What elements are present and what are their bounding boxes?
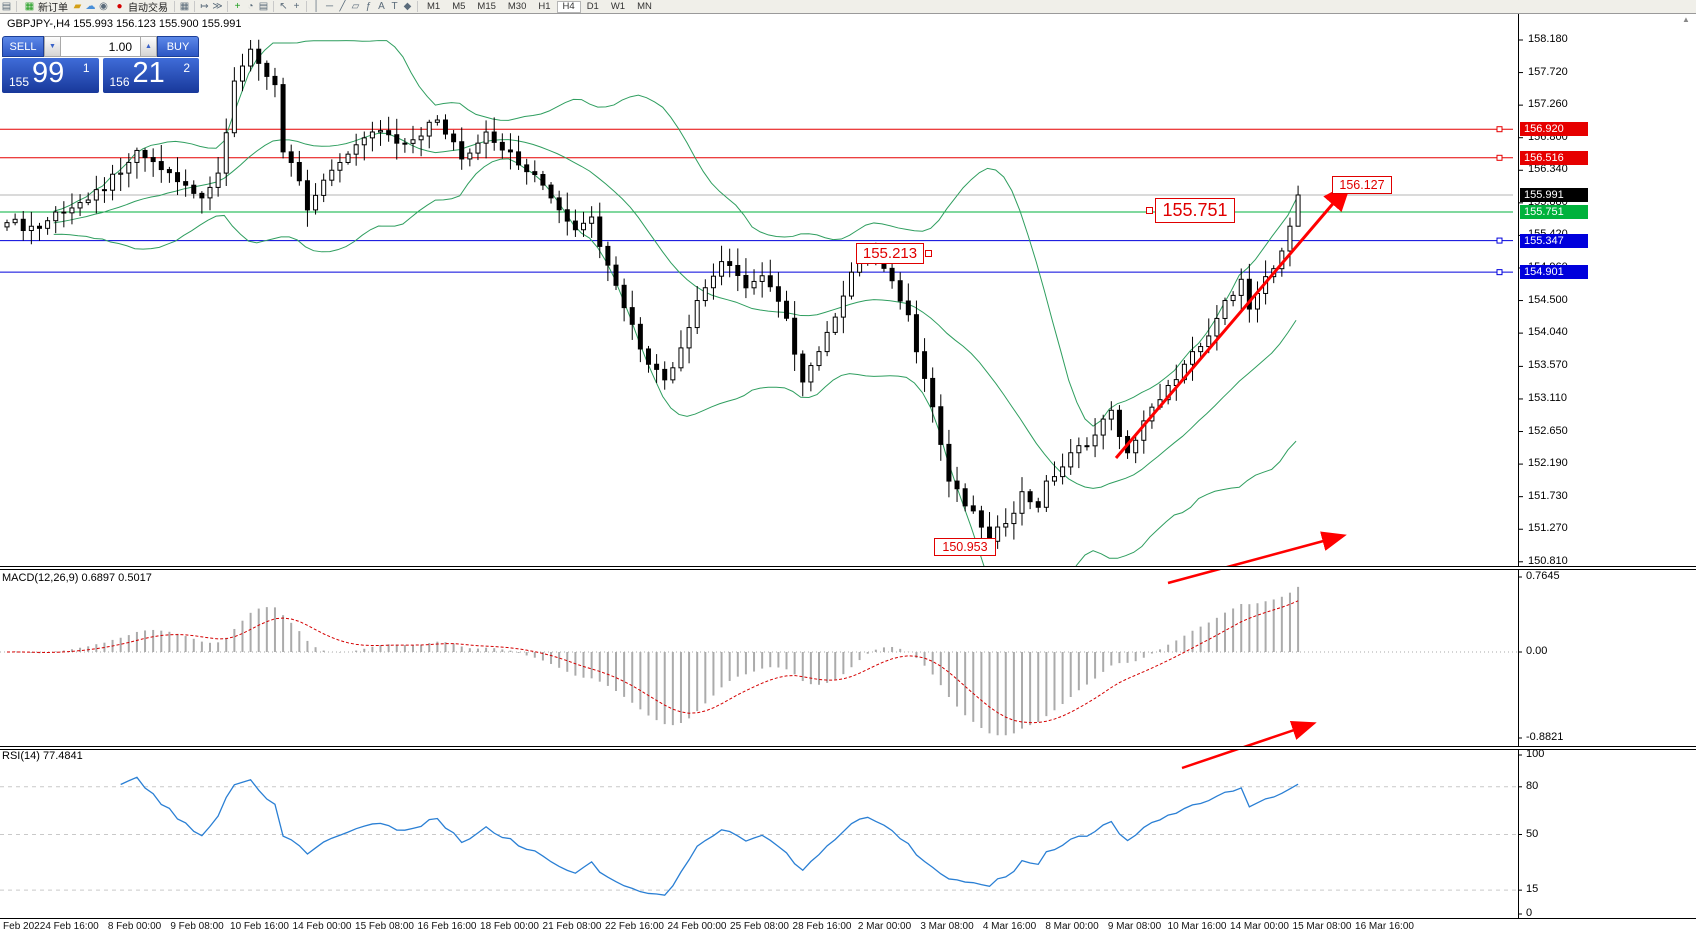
time-axis-label: 9 Mar 08:00 <box>1107 921 1162 932</box>
time-axis-label: 24 Feb 00:00 <box>667 921 727 932</box>
horizontal-line-icon[interactable]: ─ <box>325 0 334 12</box>
time-axis-label: 4 Mar 16:00 <box>982 921 1037 932</box>
time-axis-label: 8 Feb 00:00 <box>107 921 162 932</box>
volume-increase-button[interactable]: ▲ <box>140 36 157 57</box>
price-annotation[interactable]: 156.127 <box>1332 176 1392 194</box>
periods-icon[interactable]: ◔ <box>247 0 254 12</box>
sell-price-box[interactable]: 155 99 1 <box>2 57 99 93</box>
buy-price-prefix: 156 <box>109 75 130 89</box>
add-indicator-icon[interactable]: + <box>234 0 241 12</box>
buy-price-pip: 2 <box>183 61 190 75</box>
volume-decrease-button[interactable]: ▼ <box>44 36 61 57</box>
object-handle[interactable] <box>1146 206 1153 214</box>
time-axis-label: 16 Mar 16:00 <box>1355 921 1414 932</box>
sell-price-pip: 1 <box>82 61 90 75</box>
timeframe-h4[interactable]: H4 <box>556 0 581 13</box>
time-axis-label: 4 Feb 16:00 <box>45 921 99 932</box>
text-label-icon[interactable]: T <box>391 0 398 12</box>
timeframe-group: M1 M5 M15 M30 H1 H4 D1 W1 MN <box>421 0 658 13</box>
time-axis-label: 25 Feb 08:00 <box>730 921 789 932</box>
timeframe-d1[interactable]: D1 <box>581 1 605 13</box>
time-axis-label: 10 Mar 16:00 <box>1167 921 1227 932</box>
scroll-up-icon[interactable]: ▲ <box>1682 15 1690 24</box>
sell-price-prefix: 155 <box>9 75 30 89</box>
toolbar-separator <box>174 1 175 12</box>
time-axis-label: 9 Feb 08:00 <box>170 921 224 932</box>
autotrading-label: 自动交易 <box>128 3 168 14</box>
time-axis-label: 3 Mar 08:00 <box>920 921 974 932</box>
toolbar-separator <box>306 1 307 12</box>
autotrading-icon: ● <box>116 0 123 12</box>
time-axis-label: 10 Feb 16:00 <box>230 921 289 932</box>
volume-input[interactable] <box>61 36 140 57</box>
gold-icon[interactable]: ▰ <box>73 0 82 12</box>
buy-button[interactable]: BUY <box>157 36 199 57</box>
chart-shift-icon[interactable]: ↦ <box>200 0 209 12</box>
toolbar-separator <box>16 1 17 12</box>
channel-icon[interactable]: ▱ <box>351 0 360 12</box>
timeframe-w1[interactable]: W1 <box>605 1 631 13</box>
time-axis-label: 8 Mar 00:00 <box>1045 921 1099 932</box>
toolbar-separator <box>194 1 195 12</box>
new-order-label: 新订单 <box>38 3 68 14</box>
price-annotation[interactable]: 150.953 <box>934 538 996 556</box>
timeframe-m1[interactable]: M1 <box>421 1 446 13</box>
toolbar-separator <box>417 1 418 12</box>
arrows-tool-icon[interactable]: ◆ <box>403 0 412 12</box>
toolbar-separator <box>227 1 228 12</box>
time-axis-label: 15 Mar 08:00 <box>1292 921 1352 932</box>
panel-separator[interactable] <box>0 746 1696 750</box>
time-axis-label: 14 Mar 00:00 <box>1230 921 1289 932</box>
cursor-icon[interactable]: ↖ <box>279 0 288 12</box>
sell-button[interactable]: SELL <box>2 36 44 57</box>
autotrading-button[interactable]: ● 自动交易 <box>110 0 171 14</box>
fibonacci-icon[interactable]: ƒ <box>365 0 372 12</box>
rsi-indicator-label: RSI(14) 77.4841 <box>2 750 83 762</box>
new-order-icon: ▦ <box>24 0 35 12</box>
buy-price-box[interactable]: 156 21 2 <box>102 57 199 93</box>
one-click-trading-panel: SELL ▼ ▲ BUY 155 99 1 156 21 2 <box>2 36 199 93</box>
sell-price-main: 99 <box>32 57 65 89</box>
window-menu-icon[interactable]: ▤ <box>1 0 12 12</box>
template-icon[interactable]: ▤ <box>258 0 269 12</box>
time-axis-label: 15 Feb 08:00 <box>355 921 414 932</box>
time-axis-label: 28 Feb 16:00 <box>792 921 852 932</box>
auto-scroll-icon[interactable]: ≫ <box>212 0 223 12</box>
tile-windows-icon[interactable]: ▦ <box>179 0 190 12</box>
trendline-icon[interactable]: ╱ <box>339 0 346 12</box>
vertical-line-icon[interactable]: │ <box>313 0 320 12</box>
timeframe-m15[interactable]: M15 <box>471 1 501 13</box>
cloud-icon[interactable]: ☁ <box>85 0 96 12</box>
new-order-button[interactable]: ▦ 新订单 <box>20 0 71 14</box>
panel-separator[interactable] <box>0 566 1696 570</box>
trend-arrow[interactable] <box>1167 531 1347 585</box>
time-axis-label: 16 Feb 16:00 <box>417 921 477 932</box>
price-annotation[interactable]: 155.213 <box>856 243 924 264</box>
trend-arrow[interactable] <box>1114 181 1352 459</box>
chart-title-ohlc: GBPJPY-,H4 155.993 156.123 155.900 155.9… <box>7 18 242 30</box>
crosshair-icon[interactable]: + <box>293 0 300 12</box>
object-handle[interactable] <box>925 249 932 257</box>
signals-icon[interactable]: ◉ <box>99 0 108 12</box>
buy-price-main: 21 <box>132 57 165 89</box>
price-annotation[interactable]: 155.751 <box>1155 198 1235 223</box>
timeframe-m30[interactable]: M30 <box>502 1 532 13</box>
time-axis-label: 3 Feb 2022 <box>0 921 46 932</box>
time-axis-label: 22 Feb 16:00 <box>605 921 664 932</box>
timeframe-m5[interactable]: M5 <box>446 1 471 13</box>
macd-indicator-label: MACD(12,26,9) 0.6897 0.5017 <box>2 572 152 584</box>
time-axis-label: 2 Mar 00:00 <box>857 921 912 932</box>
timeframe-mn[interactable]: MN <box>631 1 658 13</box>
toolbar-separator <box>273 1 274 12</box>
time-axis-label: 21 Feb 08:00 <box>542 921 602 932</box>
toolbar: ▤ ▦ 新订单 ▰ ☁ ◉ ● 自动交易 ▦ ↦ ≫ + ◔ ▤ ↖ + │ ─… <box>0 0 1696 14</box>
text-icon[interactable]: A <box>378 0 385 12</box>
time-axis-label: 18 Feb 00:00 <box>480 921 539 932</box>
timeframe-h1[interactable]: H1 <box>532 1 556 13</box>
time-axis-label: 14 Feb 00:00 <box>292 921 352 932</box>
